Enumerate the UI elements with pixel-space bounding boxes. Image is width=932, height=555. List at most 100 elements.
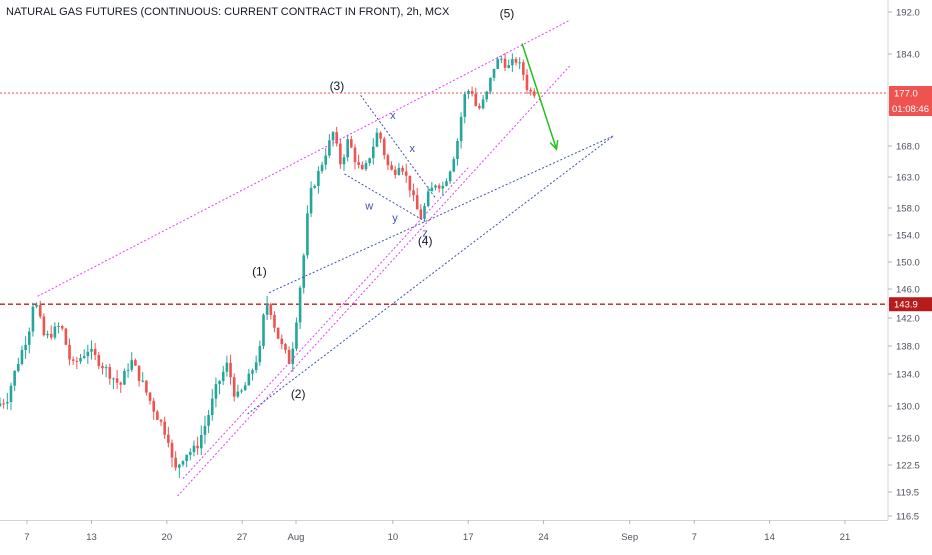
candle-body bbox=[221, 371, 225, 381]
candle-body bbox=[82, 356, 86, 358]
candle-body bbox=[126, 369, 130, 371]
candle-body bbox=[434, 185, 437, 188]
y-tick-label: 168.0 bbox=[896, 142, 920, 153]
candle-body bbox=[397, 167, 401, 175]
candle-body bbox=[218, 380, 221, 385]
candle-body bbox=[339, 143, 342, 165]
candle-body bbox=[437, 185, 441, 189]
candle-body bbox=[503, 58, 507, 68]
candle-body bbox=[441, 185, 445, 189]
candle-body bbox=[167, 434, 170, 443]
candle-body bbox=[225, 362, 229, 372]
candle-body bbox=[2, 403, 5, 405]
y-tick-label: 146.0 bbox=[896, 285, 920, 296]
candle-body bbox=[46, 333, 49, 336]
candle-body bbox=[27, 331, 31, 345]
candle-body bbox=[357, 162, 360, 165]
candle-body bbox=[0, 403, 2, 406]
x-tick-label: 24 bbox=[538, 532, 549, 543]
candle-body bbox=[412, 190, 415, 196]
candle-body bbox=[199, 434, 203, 449]
candle-body bbox=[13, 370, 16, 386]
candle-body bbox=[514, 59, 518, 63]
candle-body bbox=[375, 132, 379, 147]
candle-body bbox=[9, 385, 13, 402]
x-tick-label: 14 bbox=[764, 532, 775, 543]
candle-body bbox=[445, 181, 448, 186]
wave-label: (1) bbox=[252, 265, 267, 279]
candle-body bbox=[489, 77, 492, 92]
candle-body bbox=[481, 99, 485, 109]
candle-body bbox=[210, 398, 214, 416]
candle-body bbox=[302, 255, 306, 288]
candle-body bbox=[31, 306, 35, 332]
candle-body bbox=[371, 146, 375, 159]
candle-body bbox=[280, 338, 284, 345]
x-tick-label: 17 bbox=[463, 532, 474, 543]
candle-body bbox=[152, 400, 156, 412]
candle-body bbox=[525, 74, 529, 91]
wave-label: (5) bbox=[500, 6, 515, 20]
candle-body bbox=[145, 380, 148, 393]
candle-body bbox=[38, 304, 42, 317]
countdown-label: 01:08:46 bbox=[892, 104, 929, 115]
candle-body bbox=[335, 132, 338, 144]
candle-body bbox=[361, 164, 364, 170]
candle-body bbox=[269, 304, 273, 315]
wave-label: x bbox=[409, 143, 415, 155]
candle-body bbox=[379, 132, 382, 139]
candle-body bbox=[415, 195, 419, 210]
candle-body bbox=[159, 419, 163, 422]
candle-body bbox=[419, 209, 423, 219]
candle-body bbox=[463, 93, 467, 117]
candle-body bbox=[16, 363, 20, 371]
candle-body bbox=[529, 90, 532, 92]
candle-body bbox=[298, 287, 302, 323]
price-tag-label: 143.9 bbox=[894, 300, 918, 311]
y-tick-label: 130.0 bbox=[896, 402, 920, 413]
candle-body bbox=[507, 65, 510, 68]
wave-label: (4) bbox=[418, 234, 433, 248]
candle-body bbox=[273, 314, 276, 328]
candle-body bbox=[262, 314, 265, 347]
candle-body bbox=[306, 213, 309, 256]
price-tag bbox=[889, 297, 932, 312]
forecast-arrow-head bbox=[549, 140, 559, 151]
x-tick-label: Sep bbox=[621, 532, 638, 543]
candle-body bbox=[203, 425, 207, 435]
candle-body bbox=[119, 382, 123, 385]
candle-body bbox=[364, 163, 368, 170]
candle-body bbox=[64, 328, 68, 345]
candle-body bbox=[522, 62, 525, 75]
candle-body bbox=[156, 411, 159, 420]
y-tick-label: 184.0 bbox=[896, 50, 920, 61]
y-tick-label: 122.5 bbox=[896, 461, 920, 472]
y-tick-label: 150.0 bbox=[896, 258, 920, 269]
y-tick-label: 142.0 bbox=[896, 314, 920, 325]
trend-line bbox=[360, 95, 437, 199]
x-tick-label: 20 bbox=[162, 532, 173, 543]
candle-body bbox=[174, 457, 177, 468]
candle-body bbox=[500, 58, 503, 60]
candle-body bbox=[423, 206, 426, 219]
candle-body bbox=[295, 322, 298, 349]
candle-body bbox=[229, 362, 232, 378]
wave-label: (2) bbox=[291, 387, 306, 401]
channel-line bbox=[177, 64, 571, 497]
candle-body bbox=[192, 445, 196, 453]
trend-line bbox=[247, 135, 614, 415]
candle-body bbox=[331, 132, 335, 141]
candle-body bbox=[291, 348, 295, 365]
candle-body bbox=[382, 138, 386, 156]
x-tick-label: 7 bbox=[24, 532, 29, 543]
candle-body bbox=[386, 155, 390, 166]
candle-body bbox=[533, 91, 536, 96]
channel-line bbox=[37, 19, 571, 297]
y-tick-label: 138.0 bbox=[896, 342, 920, 353]
candle-body bbox=[328, 140, 331, 156]
candle-body bbox=[236, 391, 240, 397]
candle-body bbox=[320, 164, 324, 172]
candle-body bbox=[492, 68, 496, 78]
